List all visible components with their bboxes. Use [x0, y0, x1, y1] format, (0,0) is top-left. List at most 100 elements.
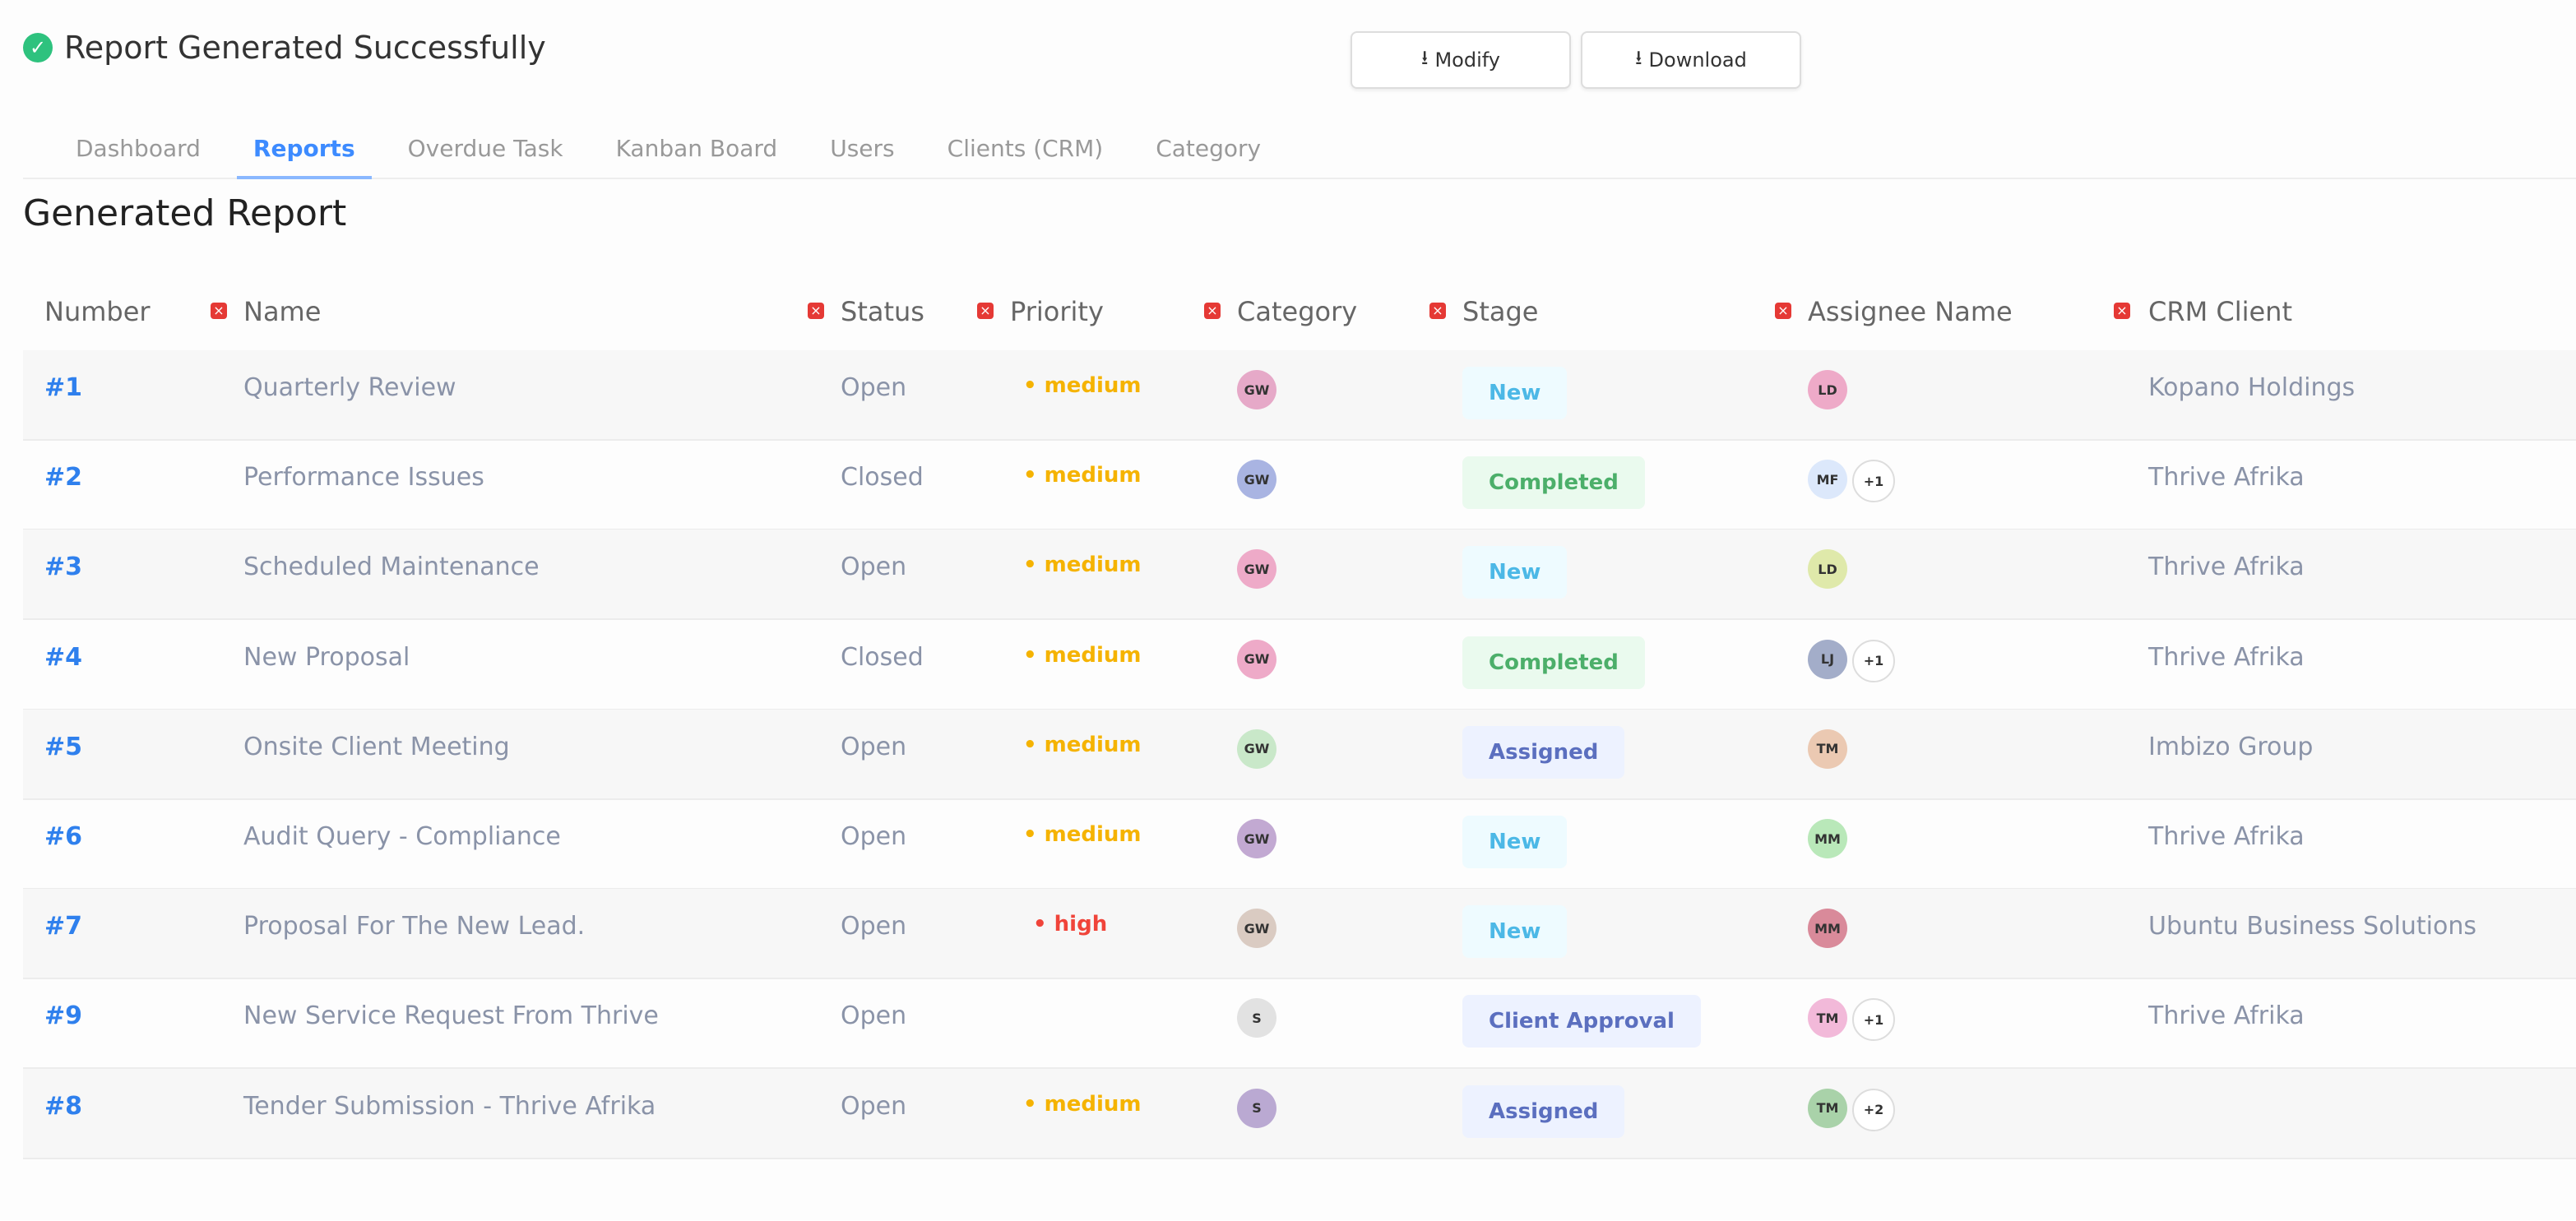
remove-column-icon[interactable]: ×: [1204, 303, 1221, 319]
download-icon: ⭳: [1635, 45, 1642, 69]
modify-label: Modify: [1434, 49, 1500, 72]
stage-badge: Completed: [1462, 456, 1645, 510]
stage-badge: New: [1462, 816, 1568, 868]
table-row[interactable]: #3 Scheduled Maintenance Open • medium GW New…: [23, 530, 2576, 621]
column-header-name[interactable]: Name: [243, 296, 322, 327]
column-header-category[interactable]: Category: [1237, 296, 1358, 327]
table-row[interactable]: #6 Audit Query - Compliance Open • medium GW…: [23, 799, 2576, 890]
task-name: Audit Query - Compliance: [243, 822, 561, 851]
more-assignees-badge[interactable]: +1: [1852, 460, 1895, 503]
priority-badge: • medium: [1023, 1092, 1142, 1117]
remove-column-icon[interactable]: ×: [1429, 303, 1446, 319]
priority-dot-icon: •: [1033, 912, 1054, 937]
task-name: Onsite Client Meeting: [243, 732, 510, 761]
task-name: Performance Issues: [243, 463, 484, 493]
priority-dot-icon: •: [1023, 553, 1045, 578]
priority-badge: • medium: [1023, 643, 1142, 668]
tab-users[interactable]: Users: [830, 135, 895, 162]
task-name: New Service Request From Thrive: [243, 1001, 659, 1031]
task-status: Open: [841, 553, 907, 582]
download-icon: ⭳: [1421, 45, 1429, 69]
assignee-avatar: LD: [1808, 370, 1847, 409]
task-number-link[interactable]: #5: [44, 732, 83, 761]
column-header-assignee-name[interactable]: Assignee Name: [1808, 296, 2013, 327]
table-row[interactable]: #4 New Proposal Closed • medium GW Completed L…: [23, 620, 2576, 710]
modify-button[interactable]: ⭳ Modify: [1351, 31, 1571, 89]
assignee-avatar: TM: [1808, 998, 1847, 1038]
category-avatar: GW: [1237, 728, 1276, 769]
table-row[interactable]: #1 Quarterly Review Open • medium GW New LD Kop…: [23, 350, 2576, 441]
task-name: Quarterly Review: [243, 373, 456, 402]
page-title: Generated Report: [23, 192, 347, 234]
remove-column-icon[interactable]: ×: [211, 303, 227, 319]
table-row[interactable]: #7 Proposal For The New Lead. Open • high GW…: [23, 889, 2576, 980]
stage-badge: Assigned: [1462, 1085, 1625, 1138]
priority-label: medium: [1044, 463, 1142, 488]
download-button[interactable]: ⭳ Download: [1581, 31, 1801, 89]
crm-client: Thrive Afrika: [2148, 553, 2305, 582]
stage-badge: Completed: [1462, 636, 1645, 689]
crm-client: Imbizo Group: [2148, 732, 2314, 761]
crm-client: Ubuntu Business Solutions: [2148, 912, 2477, 941]
category-avatar: GW: [1237, 639, 1276, 679]
assignee-avatar: LD: [1808, 549, 1847, 590]
table-row[interactable]: #8 Tender Submission - Thrive Afrika Open •…: [23, 1068, 2576, 1159]
task-status: Open: [841, 1001, 907, 1031]
more-assignees-badge[interactable]: +1: [1852, 639, 1895, 682]
task-number-link[interactable]: #2: [44, 463, 83, 493]
category-avatar: GW: [1237, 460, 1276, 500]
remove-column-icon[interactable]: ×: [1775, 303, 1791, 319]
tab-reports[interactable]: Reports: [236, 128, 372, 179]
priority-dot-icon: •: [1023, 463, 1045, 488]
task-name: Tender Submission - Thrive Afrika: [243, 1091, 656, 1121]
table-row[interactable]: #9 New Service Request From Thrive Open S Cl…: [23, 978, 2576, 1070]
task-number-link[interactable]: #4: [44, 642, 83, 672]
priority-dot-icon: •: [1023, 373, 1045, 398]
tab-kanban-board[interactable]: Kanban Board: [615, 135, 778, 162]
table-row[interactable]: #5 Onsite Client Meeting Open • medium GW Ass…: [23, 709, 2576, 800]
stage-badge: New: [1462, 546, 1568, 599]
tab-dashboard[interactable]: Dashboard: [76, 135, 201, 162]
task-number-link[interactable]: #3: [44, 553, 83, 582]
priority-label: medium: [1044, 732, 1142, 757]
column-header-priority[interactable]: Priority: [1010, 296, 1104, 327]
priority-dot-icon: •: [1023, 642, 1045, 668]
priority-label: medium: [1044, 1091, 1142, 1117]
task-number-link[interactable]: #6: [44, 822, 83, 851]
priority-badge: • medium: [1023, 553, 1142, 577]
column-header-number[interactable]: Number: [44, 296, 151, 327]
category-avatar: GW: [1237, 370, 1276, 409]
remove-column-icon[interactable]: ×: [808, 303, 824, 319]
more-assignees-badge[interactable]: +1: [1852, 998, 1895, 1042]
priority-label: high: [1054, 912, 1108, 937]
remove-column-icon[interactable]: ×: [977, 303, 994, 319]
task-number-link[interactable]: #9: [44, 1001, 83, 1031]
task-status: Closed: [841, 642, 924, 672]
column-header-crm-client[interactable]: CRM Client: [2148, 296, 2292, 327]
task-number-link[interactable]: #8: [44, 1091, 83, 1121]
task-number-link[interactable]: #1: [44, 373, 83, 402]
task-name: Proposal For The New Lead.: [243, 912, 586, 941]
download-label: Download: [1648, 49, 1747, 72]
tab-overdue-task[interactable]: Overdue Task: [407, 135, 563, 162]
priority-dot-icon: •: [1023, 732, 1045, 757]
priority-label: medium: [1044, 642, 1142, 668]
column-header-status[interactable]: Status: [841, 296, 924, 327]
task-number-link[interactable]: #7: [44, 912, 83, 941]
tab-clients-crm-[interactable]: Clients (CRM): [947, 135, 1104, 162]
stage-badge: Client Approval: [1462, 995, 1701, 1048]
priority-badge: • medium: [1023, 373, 1142, 398]
column-header-stage[interactable]: Stage: [1462, 296, 1539, 327]
category-avatar: GW: [1237, 549, 1276, 590]
crm-client: Thrive Afrika: [2148, 642, 2305, 672]
priority-label: medium: [1044, 553, 1142, 578]
tab-category[interactable]: Category: [1156, 135, 1262, 162]
check-circle-icon: ✓: [23, 33, 53, 62]
more-assignees-badge[interactable]: +2: [1852, 1088, 1895, 1131]
table-row[interactable]: #2 Performance Issues Closed • medium GW Comp…: [23, 440, 2576, 531]
category-avatar: S: [1237, 998, 1276, 1038]
crm-client: Thrive Afrika: [2148, 1001, 2305, 1031]
remove-column-icon[interactable]: ×: [2114, 303, 2130, 319]
stage-badge: New: [1462, 367, 1568, 419]
